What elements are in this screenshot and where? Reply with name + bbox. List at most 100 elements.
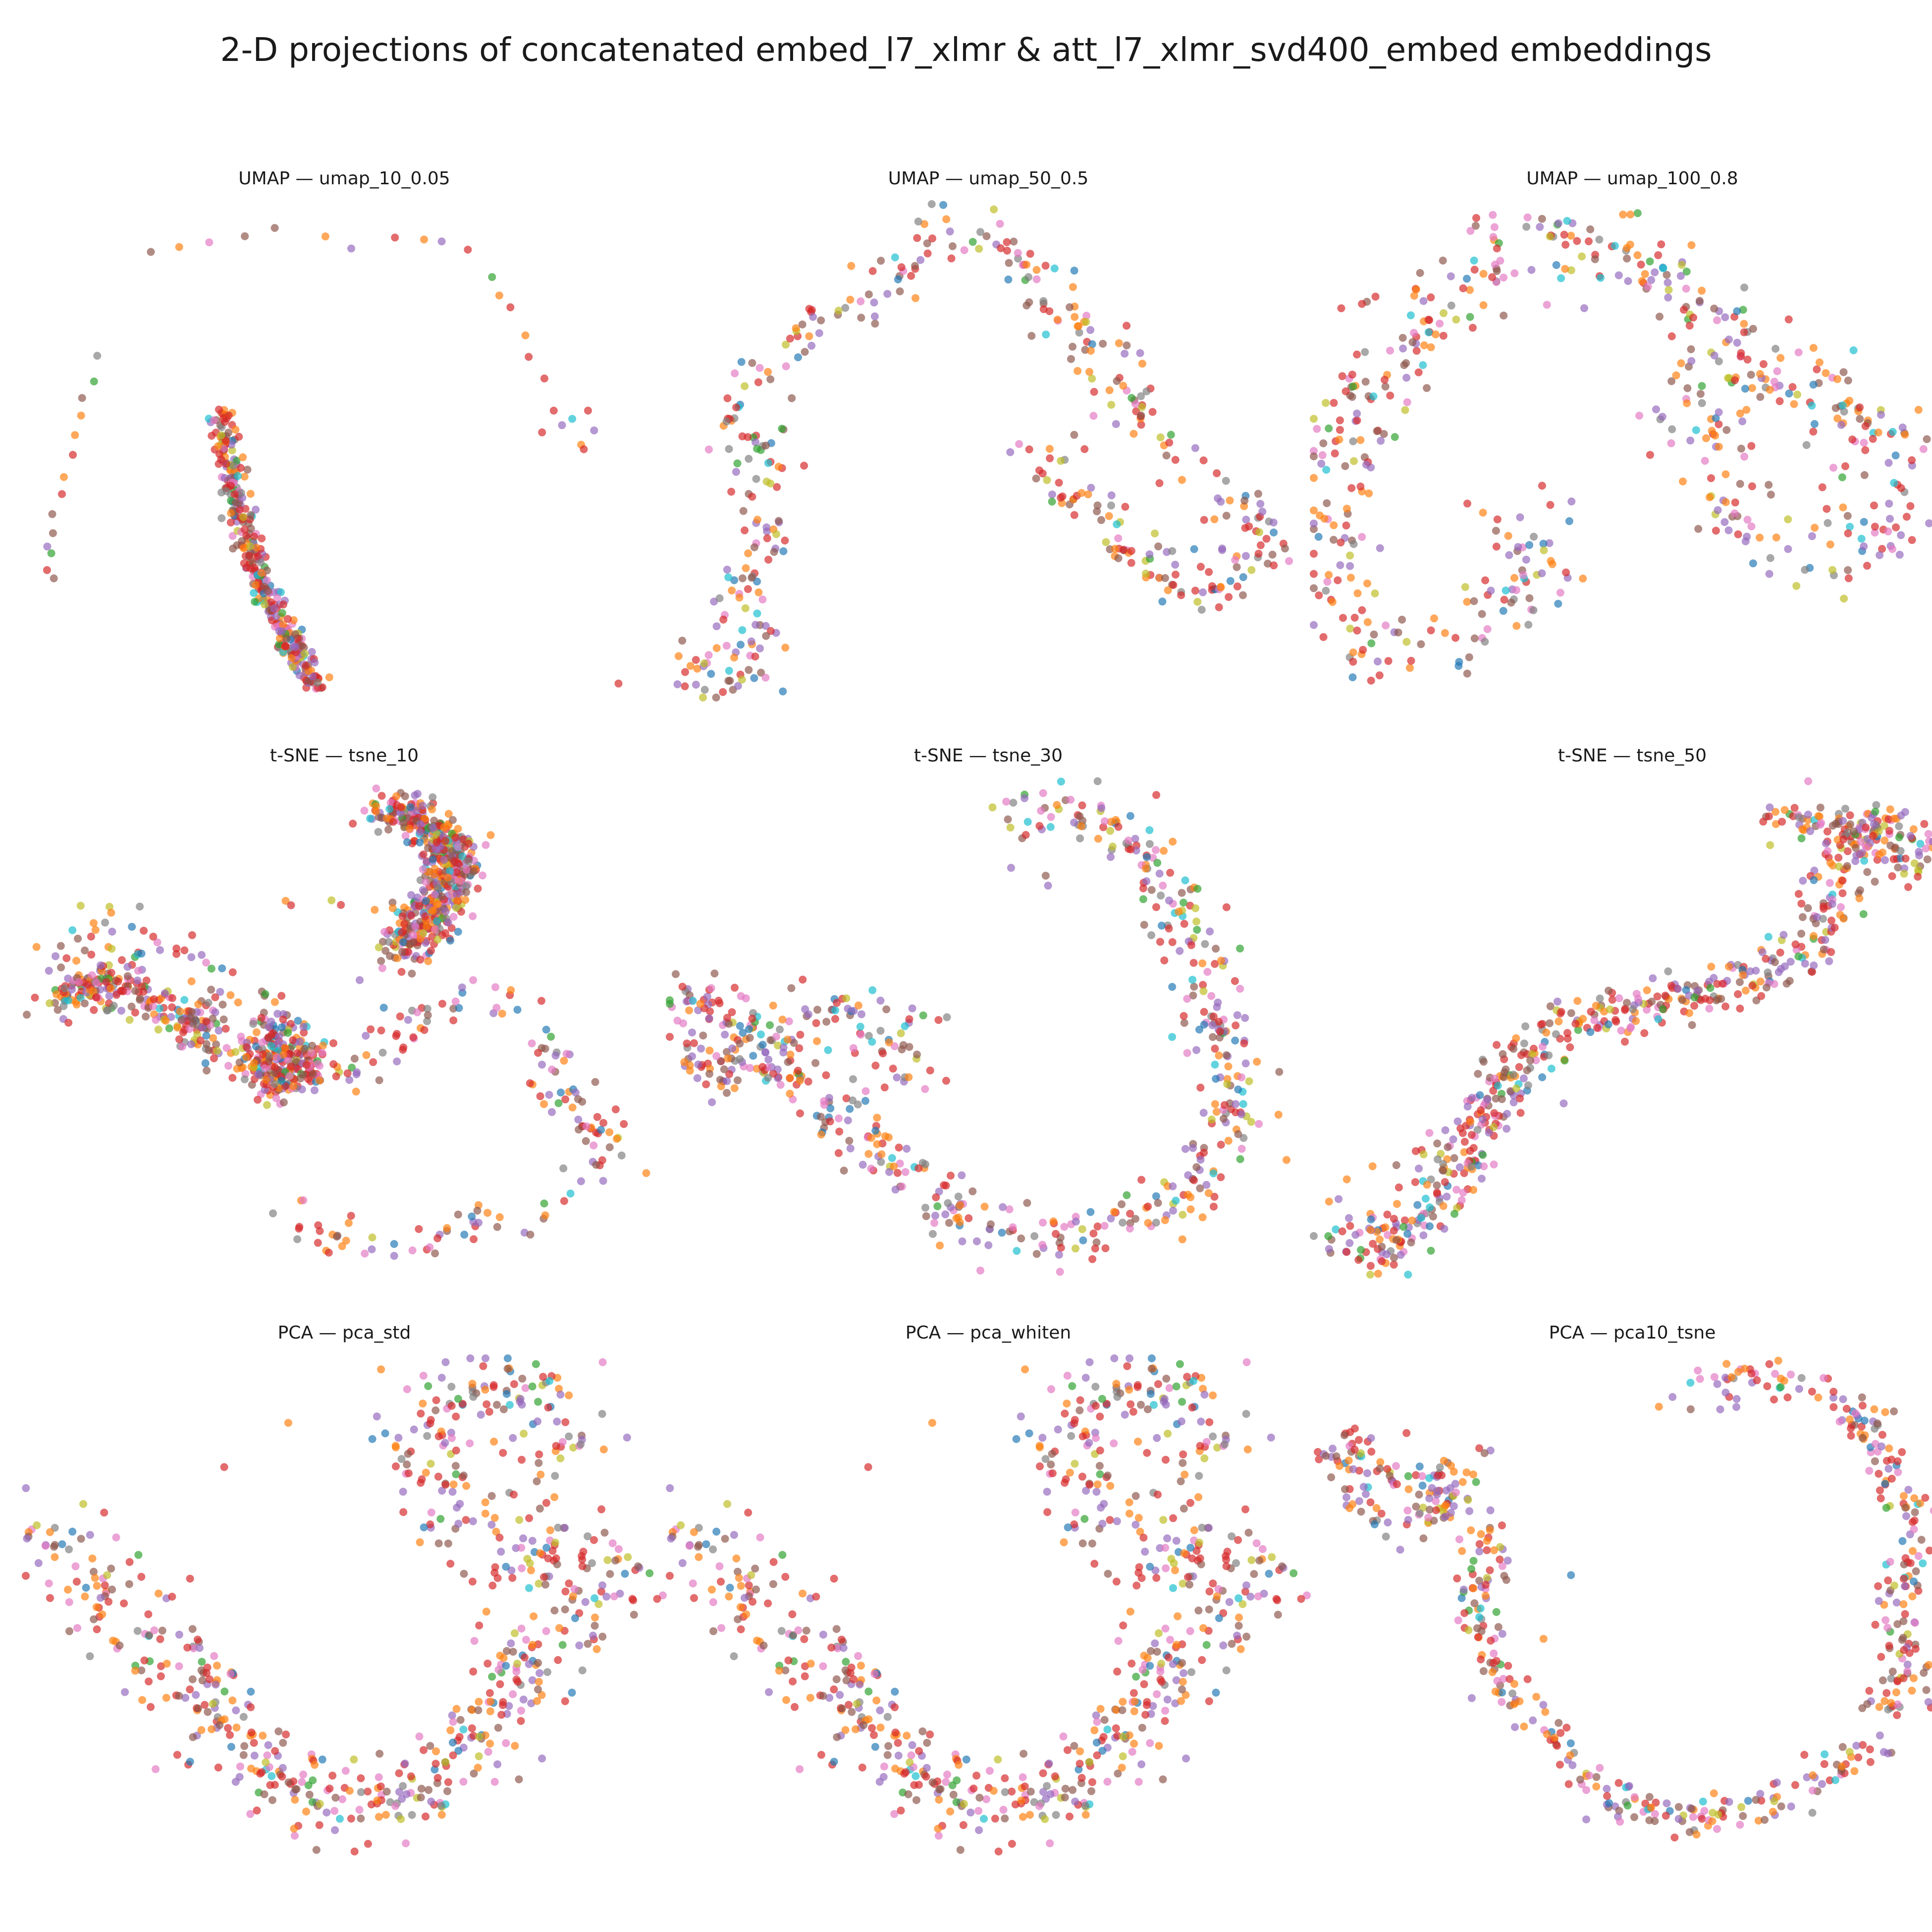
- scatter-point: [350, 1055, 359, 1063]
- scatter-point: [1739, 971, 1747, 979]
- scatter-point: [763, 527, 771, 536]
- scatter-point: [202, 1040, 211, 1048]
- scatter-point: [325, 1784, 334, 1793]
- scatter-point: [875, 1777, 884, 1786]
- scatter-point: [404, 948, 412, 956]
- scatter-point: [935, 1796, 943, 1804]
- scatter-point: [1123, 1362, 1131, 1370]
- scatter-point: [1127, 547, 1135, 555]
- scatter-point: [397, 1815, 405, 1824]
- scatter-point: [1204, 1189, 1213, 1197]
- scatter-point: [250, 1059, 258, 1067]
- scatter-point: [154, 1025, 162, 1034]
- scatter-point: [1183, 1049, 1191, 1057]
- scatter-point: [1247, 566, 1256, 574]
- scatter-point: [454, 927, 462, 936]
- scatter-point: [733, 459, 742, 468]
- scatter-point: [1566, 1043, 1574, 1051]
- scatter-point: [98, 1610, 107, 1618]
- scatter-point: [1138, 360, 1146, 368]
- scatter-point: [432, 1747, 440, 1756]
- scatter-point: [1767, 490, 1775, 499]
- scatter-point: [1826, 859, 1834, 867]
- scatter-point: [1425, 1129, 1434, 1137]
- scatter-point: [1846, 523, 1854, 531]
- scatter-point: [1211, 1061, 1219, 1069]
- scatter-point: [1148, 408, 1157, 416]
- scatter-point: [494, 1723, 502, 1732]
- scatter-point: [1124, 836, 1132, 845]
- scatter-point: [681, 682, 689, 691]
- scatter-point: [394, 1434, 403, 1442]
- scatter-point: [1447, 272, 1455, 280]
- scatter-point: [1336, 561, 1344, 569]
- scatter-point: [761, 441, 770, 450]
- scatter-point: [528, 1039, 536, 1048]
- scatter-point: [1126, 1354, 1133, 1362]
- scatter-point: [1426, 1203, 1434, 1212]
- scatter-point: [1245, 522, 1253, 531]
- scatter-point: [1884, 459, 1893, 467]
- scatter-point: [123, 972, 132, 980]
- scatter-point: [1834, 854, 1843, 862]
- scatter-point: [1105, 386, 1114, 394]
- scatter-point: [1895, 550, 1904, 559]
- scatter-point: [1164, 586, 1172, 594]
- scatter-point: [764, 368, 772, 376]
- scatter-point: [1764, 933, 1772, 941]
- scatter-point: [247, 1765, 255, 1773]
- scatter-point: [748, 574, 756, 582]
- scatter-point: [565, 1391, 573, 1399]
- scatter-point: [1363, 579, 1371, 588]
- scatter-point: [1538, 1042, 1547, 1051]
- scatter-point: [374, 828, 382, 836]
- scatter-point: [1159, 1775, 1167, 1783]
- scatter-point: [613, 1134, 621, 1143]
- scatter-point: [1573, 997, 1582, 1005]
- scatter-point: [1185, 1580, 1193, 1589]
- scatter-point: [1701, 457, 1709, 465]
- scatter-point: [430, 925, 439, 934]
- scatter-point: [1901, 430, 1909, 439]
- scatter-point: [737, 641, 745, 649]
- scatter-point: [86, 1531, 94, 1539]
- scatter-point: [1258, 507, 1267, 516]
- scatter-point: [1813, 913, 1822, 921]
- scatter-point: [1560, 230, 1568, 239]
- scatter-point: [685, 1542, 694, 1550]
- scatter-point: [198, 951, 206, 959]
- scatter-point: [465, 857, 473, 865]
- scatter-point: [1390, 1227, 1398, 1235]
- scatter-point: [90, 919, 98, 927]
- scatter-point: [1334, 576, 1342, 585]
- scatter-point: [812, 1593, 820, 1601]
- scatter-point: [890, 1810, 899, 1818]
- scatter-point: [522, 1636, 530, 1644]
- scatter-point: [279, 1098, 288, 1107]
- scatter-point: [666, 1572, 674, 1580]
- scatter-point: [1191, 904, 1200, 912]
- scatter-point: [231, 1048, 240, 1056]
- scatter-point: [688, 1028, 696, 1037]
- scatter-point: [1844, 574, 1853, 583]
- scatter-point: [1515, 1063, 1523, 1071]
- scatter-point: [728, 587, 736, 594]
- scatter-point: [1205, 1418, 1214, 1426]
- scatter-point: [1035, 466, 1043, 475]
- scatter-point: [901, 1168, 910, 1176]
- scatter-point: [730, 1084, 739, 1092]
- scatter-point: [262, 1758, 270, 1767]
- scatter-point: [914, 217, 922, 226]
- scatter-point: [1041, 871, 1050, 880]
- scatter-point: [1055, 479, 1063, 487]
- scatter-point: [1477, 1106, 1485, 1115]
- scatter-point: [1026, 1811, 1034, 1819]
- scatter-point: [1165, 438, 1174, 447]
- scatter-point: [1212, 1108, 1221, 1116]
- scatter-point: [1231, 977, 1239, 985]
- scatter-point: [1522, 222, 1531, 231]
- scatter-point: [1123, 1191, 1131, 1199]
- scatter-point: [1107, 853, 1115, 861]
- scatter-point: [1169, 581, 1178, 589]
- scatter-point: [509, 1690, 517, 1698]
